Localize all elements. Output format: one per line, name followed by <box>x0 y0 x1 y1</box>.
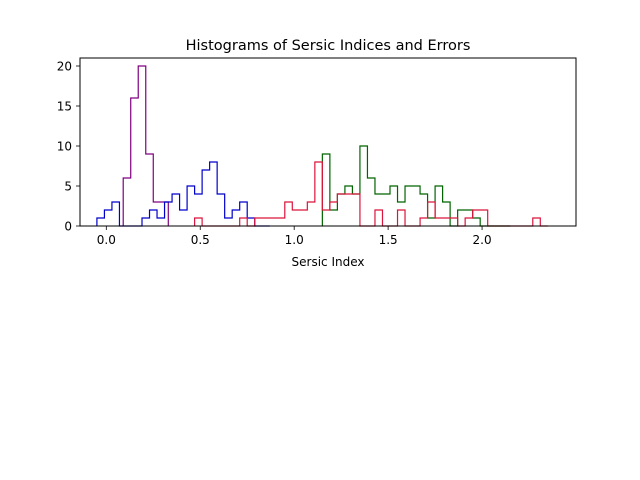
x-tick-label: 1.0 <box>285 233 304 247</box>
chart-title: Histograms of Sersic Indices and Errors <box>186 38 471 54</box>
y-axis-ticks: 0 5 10 15 20 <box>57 60 80 234</box>
y-tick-label: 5 <box>64 180 72 194</box>
x-tick-label: 2.0 <box>473 233 492 247</box>
y-tick-label: 15 <box>57 100 72 114</box>
x-tick-label: 0.0 <box>97 233 116 247</box>
histogram-series-1 <box>122 65 169 226</box>
plot-frame <box>79 57 577 227</box>
x-tick-label: 1.5 <box>379 233 398 247</box>
x-tick-label: 0.5 <box>191 233 210 247</box>
y-tick-label: 10 <box>57 140 72 154</box>
y-tick-label: 20 <box>57 60 72 74</box>
y-tick-label: 0 <box>64 220 72 234</box>
x-axis-label: Sersic Index <box>292 255 365 269</box>
x-axis-ticks: 0.0 0.5 1.0 1.5 2.0 <box>97 226 492 247</box>
histogram-series-3 <box>321 145 511 227</box>
